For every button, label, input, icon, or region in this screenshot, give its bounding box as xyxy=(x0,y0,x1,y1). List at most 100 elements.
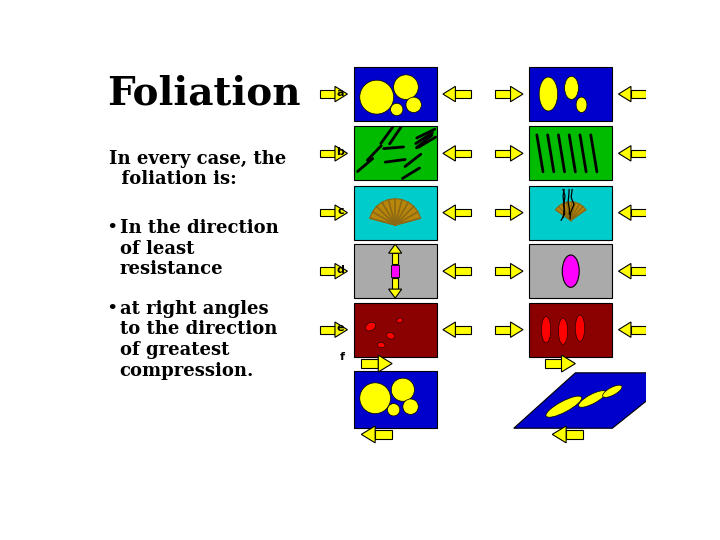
Polygon shape xyxy=(361,359,378,368)
Polygon shape xyxy=(495,209,510,217)
Polygon shape xyxy=(631,209,647,217)
Polygon shape xyxy=(335,322,348,338)
Ellipse shape xyxy=(564,76,578,99)
Polygon shape xyxy=(455,326,471,334)
Polygon shape xyxy=(618,86,631,102)
Polygon shape xyxy=(320,209,335,217)
Text: In every case, the
  foliation is:: In every case, the foliation is: xyxy=(109,150,286,188)
Bar xyxy=(529,244,612,298)
Polygon shape xyxy=(618,322,631,338)
Polygon shape xyxy=(566,430,583,438)
Bar xyxy=(354,372,437,428)
Polygon shape xyxy=(631,90,647,98)
Ellipse shape xyxy=(387,333,395,339)
Polygon shape xyxy=(544,359,562,368)
Text: c: c xyxy=(338,206,344,216)
Text: e: e xyxy=(337,323,344,333)
Text: f: f xyxy=(339,353,344,362)
Polygon shape xyxy=(455,150,471,157)
Ellipse shape xyxy=(397,318,402,323)
Polygon shape xyxy=(510,322,523,338)
Ellipse shape xyxy=(576,97,587,112)
Bar xyxy=(529,126,612,180)
Polygon shape xyxy=(389,244,402,253)
Ellipse shape xyxy=(559,318,567,345)
Polygon shape xyxy=(618,205,631,220)
Polygon shape xyxy=(389,289,402,298)
Polygon shape xyxy=(443,146,455,161)
Circle shape xyxy=(390,103,403,116)
Polygon shape xyxy=(514,373,682,428)
Bar xyxy=(354,67,437,121)
Polygon shape xyxy=(361,426,375,443)
Polygon shape xyxy=(455,267,471,275)
Polygon shape xyxy=(335,146,348,161)
Text: a: a xyxy=(337,87,344,98)
Polygon shape xyxy=(556,202,586,220)
Polygon shape xyxy=(495,90,510,98)
Polygon shape xyxy=(495,150,510,157)
Polygon shape xyxy=(631,150,647,157)
Ellipse shape xyxy=(366,322,376,331)
Polygon shape xyxy=(320,150,335,157)
Polygon shape xyxy=(378,355,392,372)
Polygon shape xyxy=(392,278,398,289)
Polygon shape xyxy=(320,267,335,275)
Ellipse shape xyxy=(603,385,622,397)
Ellipse shape xyxy=(539,77,558,111)
Polygon shape xyxy=(443,264,455,279)
Ellipse shape xyxy=(562,255,579,287)
Text: •: • xyxy=(106,300,117,318)
Polygon shape xyxy=(510,205,523,220)
Polygon shape xyxy=(510,146,523,161)
Text: at right angles
to the direction
of greatest
compression.: at right angles to the direction of grea… xyxy=(120,300,277,380)
Circle shape xyxy=(360,383,390,414)
Polygon shape xyxy=(335,264,348,279)
Polygon shape xyxy=(392,253,398,264)
Circle shape xyxy=(403,399,418,414)
Circle shape xyxy=(394,75,418,99)
Ellipse shape xyxy=(541,316,551,343)
Text: •: • xyxy=(106,219,117,237)
Polygon shape xyxy=(455,209,471,217)
Polygon shape xyxy=(443,205,455,220)
Polygon shape xyxy=(618,146,631,161)
Ellipse shape xyxy=(377,342,385,348)
Polygon shape xyxy=(631,326,647,334)
Polygon shape xyxy=(631,267,647,275)
Bar xyxy=(354,244,437,298)
Bar xyxy=(354,126,437,180)
Circle shape xyxy=(406,97,421,112)
Bar xyxy=(529,67,612,121)
Polygon shape xyxy=(370,199,420,225)
Text: Foliation: Foliation xyxy=(107,74,301,112)
Polygon shape xyxy=(443,322,455,338)
Bar xyxy=(354,303,437,356)
Bar xyxy=(354,186,437,240)
Polygon shape xyxy=(495,326,510,334)
Polygon shape xyxy=(510,264,523,279)
Polygon shape xyxy=(335,86,348,102)
Bar xyxy=(529,303,612,356)
Polygon shape xyxy=(443,86,455,102)
Text: b: b xyxy=(336,147,344,157)
Ellipse shape xyxy=(575,315,585,341)
Bar xyxy=(529,186,612,240)
Polygon shape xyxy=(335,205,348,220)
Polygon shape xyxy=(618,264,631,279)
Polygon shape xyxy=(455,90,471,98)
Polygon shape xyxy=(375,430,392,438)
Bar xyxy=(392,265,399,278)
Polygon shape xyxy=(510,86,523,102)
Polygon shape xyxy=(495,267,510,275)
Polygon shape xyxy=(320,90,335,98)
Circle shape xyxy=(387,403,400,416)
Ellipse shape xyxy=(579,390,606,407)
Polygon shape xyxy=(562,355,575,372)
Circle shape xyxy=(392,378,415,401)
Circle shape xyxy=(360,80,394,114)
Polygon shape xyxy=(320,326,335,334)
Polygon shape xyxy=(552,426,566,443)
Ellipse shape xyxy=(546,396,582,417)
Text: In the direction
of least
resistance: In the direction of least resistance xyxy=(120,219,278,279)
